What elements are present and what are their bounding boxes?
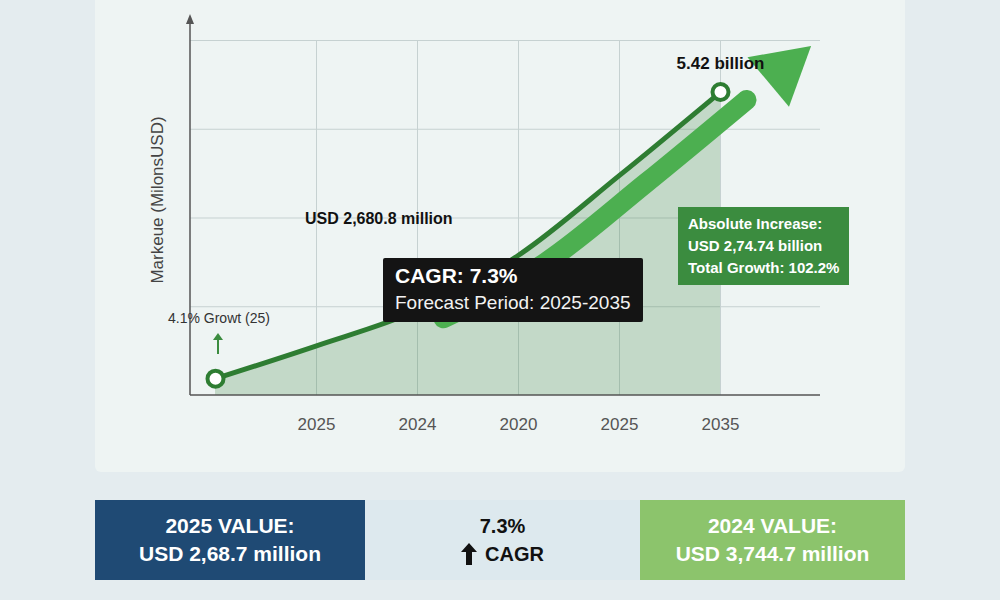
html-text:USD 2,680.8 million: USD 2,680.8 million xyxy=(305,210,453,227)
html-text:2025 VALUE:: 2025 VALUE: xyxy=(165,514,295,537)
svg-text:2020: 2020 xyxy=(500,415,538,434)
svg-text:5.42 billion: 5.42 billion xyxy=(677,54,765,73)
html-text:USD 2,74.74 billion: USD 2,74.74 billion xyxy=(688,237,823,254)
html-text:Forecast Period: 2025-2035: Forecast Period: 2025-2035 xyxy=(395,292,631,313)
html-text:7.3%: 7.3% xyxy=(479,515,526,537)
html-text:Total Growth: 102.2%: Total Growth: 102.2% xyxy=(688,259,840,276)
html-text:CAGR: CAGR xyxy=(485,543,544,565)
html-text:Absolute Increase:: Absolute Increase: xyxy=(688,215,823,232)
html-text:USD 3,744.7 million: USD 3,744.7 million xyxy=(675,542,870,565)
svg-text:2024: 2024 xyxy=(399,415,437,434)
svg-text:2035: 2035 xyxy=(702,415,740,434)
html-text:Markeue (MilonsUSD): Markeue (MilonsUSD) xyxy=(148,116,167,284)
html-text:2024 VALUE:: 2024 VALUE: xyxy=(707,514,838,537)
svg-text:2025: 2025 xyxy=(601,415,639,434)
html-text:USD 2,68.7 million: USD 2,68.7 million xyxy=(139,542,321,565)
svg-text:2025: 2025 xyxy=(298,415,336,434)
html-text:CAGR: 7.3%: CAGR: 7.3% xyxy=(395,264,518,287)
html-text:4.1% Growt (25): 4.1% Growt (25) xyxy=(168,310,270,326)
